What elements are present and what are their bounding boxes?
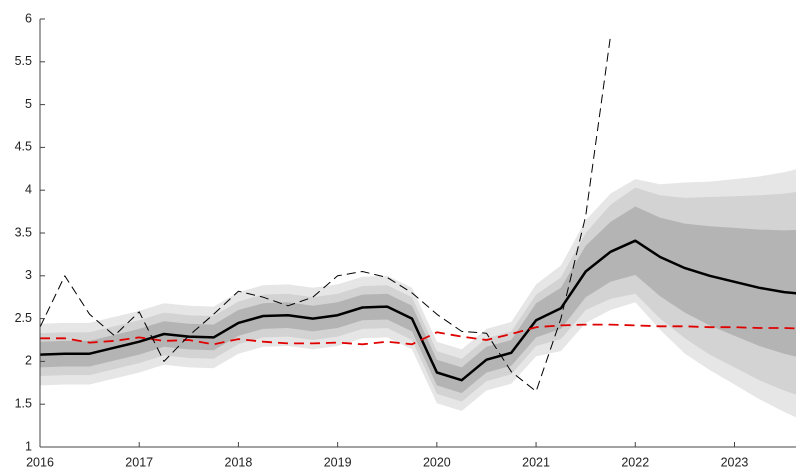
- y-tick-label: 2: [25, 354, 32, 368]
- plot-area: [40, 36, 796, 418]
- series-line: [40, 323, 796, 346]
- x-tick-label: 2020: [423, 455, 451, 469]
- y-tick-label: 4.5: [15, 140, 32, 154]
- x-tick-label: 2018: [225, 455, 253, 469]
- series-line: [40, 239, 796, 382]
- y-tick-label: 2.5: [15, 311, 32, 325]
- y-tick-label: 5.5: [15, 54, 32, 68]
- y-tick-label: 1.5: [15, 396, 32, 410]
- y-tick-label: 1: [25, 439, 32, 453]
- y-tick-label: 5: [25, 97, 32, 111]
- x-tick-label: 2023: [721, 455, 749, 469]
- x-tick-label: 2021: [522, 455, 550, 469]
- x-tick-label: 2022: [621, 455, 649, 469]
- x-tick-label: 2019: [324, 455, 352, 469]
- x-tick-label: 2017: [125, 455, 153, 469]
- y-tick-label: 6: [25, 11, 32, 25]
- x-tick-label: 2016: [26, 455, 54, 469]
- series-line: [40, 36, 611, 392]
- y-tick-label: 3.5: [15, 225, 32, 239]
- y-tick-label: 3: [25, 268, 32, 282]
- y-tick-label: 4: [25, 182, 32, 196]
